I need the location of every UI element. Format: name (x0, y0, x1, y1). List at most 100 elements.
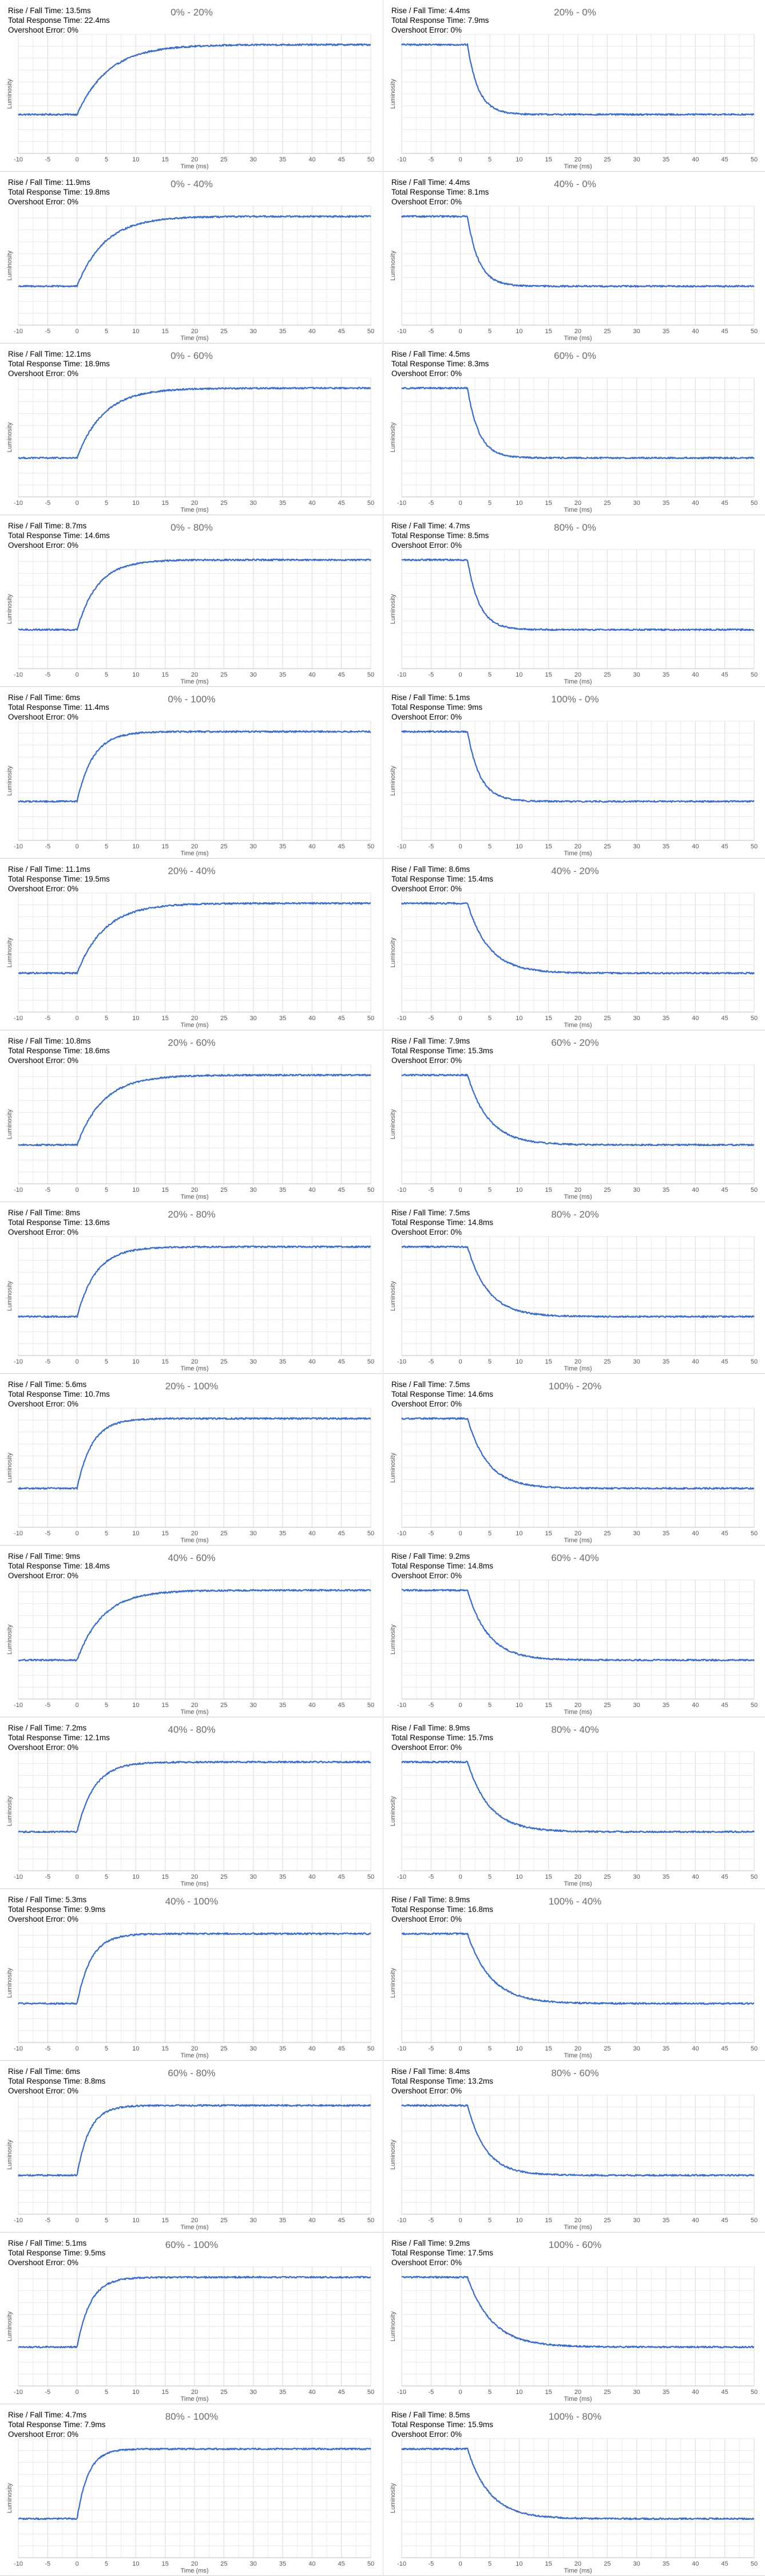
x-tick-label: 20 (191, 156, 198, 163)
response-stats: Rise / Fall Time: 9.2ms Total Response Ti… (391, 1551, 493, 1581)
y-axis-label: Luminosity (390, 937, 397, 967)
x-tick-label: 5 (105, 1358, 108, 1365)
overshoot-error: Overshoot Error: 0% (8, 1743, 79, 1752)
luminosity-curve (401, 730, 755, 803)
x-tick-label: 20 (574, 2045, 581, 2052)
x-axis-label: Time (ms) (180, 507, 208, 513)
rise-fall-time: Rise / Fall Time: 12.1ms (8, 350, 91, 358)
luminosity-curve (18, 558, 371, 631)
overshoot-error: Overshoot Error: 0% (391, 1743, 462, 1752)
overshoot-error: Overshoot Error: 0% (8, 197, 79, 206)
x-tick-label: 20 (191, 1187, 198, 1194)
response-chart: -10 -5 0 5 10 15 20 25 30 35 40 45 50 Time (ms) Lumino… (390, 1236, 758, 1372)
x-axis-label: Time (ms) (180, 1880, 208, 1887)
x-tick-label: 50 (751, 671, 758, 678)
y-axis-label: Luminosity (6, 1281, 13, 1311)
x-tick-label: -5 (45, 1358, 50, 1365)
x-axis-label: Time (ms) (564, 335, 592, 342)
x-tick-label: 15 (162, 1358, 169, 1365)
x-tick-label: 20 (574, 2561, 581, 2567)
x-tick-label: 30 (250, 671, 257, 678)
x-tick-label: 35 (279, 1187, 286, 1194)
x-axis-label: Time (ms) (180, 1709, 208, 1716)
response-chart: -10 -5 0 5 10 15 20 25 30 35 40 45 50 Time (ms) Lumino… (6, 1751, 374, 1887)
x-tick-label: -5 (428, 328, 434, 335)
x-tick-label: 25 (220, 1702, 227, 1709)
x-tick-label: -10 (397, 2561, 406, 2567)
x-tick-label: -5 (428, 156, 434, 163)
x-tick-label: -5 (428, 1015, 434, 1022)
x-tick-label: 25 (604, 2045, 611, 2052)
rise-fall-time: Rise / Fall Time: 4.7ms (391, 521, 470, 530)
rise-fall-time: Rise / Fall Time: 8ms (8, 1208, 81, 1217)
x-tick-label: -10 (14, 1874, 23, 1880)
total-response-time: Total Response Time: 7.9ms (8, 2420, 106, 2429)
x-tick-label: 40 (692, 2389, 699, 2396)
x-tick-label: 0 (76, 1015, 79, 1022)
response-chart: -10 -5 0 5 10 15 20 25 30 35 40 45 50 Time (ms) Lumino… (390, 892, 758, 1029)
x-tick-label: 10 (132, 328, 139, 335)
x-axis-label: Time (ms) (564, 850, 592, 857)
y-axis-label: Luminosity (6, 422, 13, 452)
x-tick-label: 30 (633, 2045, 640, 2052)
x-tick-label: -5 (428, 1702, 434, 1709)
x-tick-label: 15 (162, 156, 169, 163)
x-tick-label: -10 (14, 1702, 23, 1709)
chart-title: 60% - 80% (168, 2068, 216, 2079)
chart-grid (401, 2095, 755, 2215)
x-tick-label: 50 (367, 1358, 374, 1365)
x-tick-label: -10 (397, 843, 406, 850)
x-tick-label: 10 (516, 2217, 522, 2224)
x-tick-label: 40 (692, 2045, 699, 2052)
x-tick-label: 30 (633, 2561, 640, 2567)
rise-fall-time: Rise / Fall Time: 4.7ms (8, 2411, 87, 2419)
overshoot-error: Overshoot Error: 0% (8, 369, 79, 378)
x-tick-label: 50 (751, 1530, 758, 1537)
x-tick-label: 45 (338, 328, 345, 335)
response-stats: Rise / Fall Time: 7.9ms Total Response Ti… (391, 1036, 493, 1065)
x-tick-label: -10 (397, 2045, 406, 2052)
x-tick-label: 45 (338, 1530, 345, 1537)
response-stats: Rise / Fall Time: 11.9ms Total Response T… (8, 177, 110, 207)
x-tick-label: -5 (45, 2561, 50, 2567)
x-tick-label: 0 (459, 1530, 462, 1537)
overshoot-error: Overshoot Error: 0% (391, 2430, 462, 2439)
x-tick-label: 35 (663, 156, 669, 163)
x-tick-label: -10 (397, 1358, 406, 1365)
chart-title: 60% - 20% (551, 1037, 599, 1048)
rise-fall-time: Rise / Fall Time: 6ms (8, 2067, 81, 2076)
chart-panel: Rise / Fall Time: 8.6ms Total Response Ti… (383, 859, 765, 1030)
x-axis-label: Time (ms) (564, 163, 592, 170)
overshoot-error: Overshoot Error: 0% (8, 2258, 79, 2267)
x-tick-label: 40 (308, 2217, 315, 2224)
response-chart: -10 -5 0 5 10 15 20 25 30 35 40 45 50 Time (ms) Lumino… (390, 721, 758, 857)
x-tick-label: 15 (162, 843, 169, 850)
response-stats: Rise / Fall Time: 4.4ms Total Response Ti… (391, 6, 489, 35)
response-stats: Rise / Fall Time: 13.5ms Total Response T… (8, 6, 110, 35)
x-tick-label: 40 (308, 500, 315, 507)
overshoot-error: Overshoot Error: 0% (8, 2087, 79, 2095)
x-tick-label: 40 (308, 1358, 315, 1365)
x-tick-label: 0 (459, 843, 462, 850)
x-tick-label: 0 (459, 2389, 462, 2396)
x-tick-label: 5 (488, 2217, 491, 2224)
rise-fall-time: Rise / Fall Time: 4.4ms (391, 6, 470, 15)
x-tick-label: 15 (162, 500, 169, 507)
chart-grid (401, 549, 755, 669)
x-tick-label: 45 (722, 671, 728, 678)
x-tick-label: 25 (604, 1015, 611, 1022)
chart-panel: Rise / Fall Time: 9.2ms Total Response Ti… (383, 1546, 765, 1717)
x-tick-label: 35 (663, 2389, 669, 2396)
x-tick-label: 25 (220, 843, 227, 850)
total-response-time: Total Response Time: 15.7ms (391, 1733, 493, 1742)
x-tick-label: 10 (516, 843, 522, 850)
x-tick-label: 15 (162, 1874, 169, 1880)
x-tick-label: 0 (459, 1187, 462, 1194)
x-tick-label: 25 (220, 1015, 227, 1022)
x-tick-label: -5 (428, 2389, 434, 2396)
x-tick-label: 10 (132, 1874, 139, 1880)
total-response-time: Total Response Time: 14.8ms (391, 1218, 493, 1227)
x-tick-label: 40 (692, 1874, 699, 1880)
x-tick-label: 50 (751, 843, 758, 850)
response-stats: Rise / Fall Time: 9ms Total Response Time… (8, 1551, 110, 1581)
